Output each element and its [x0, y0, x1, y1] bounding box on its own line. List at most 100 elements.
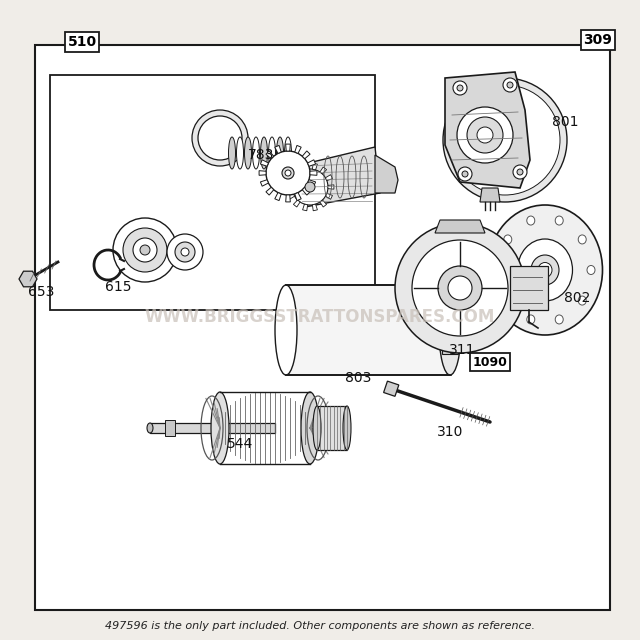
- Circle shape: [517, 169, 523, 175]
- Bar: [286, 285, 451, 375]
- Polygon shape: [308, 160, 316, 166]
- Ellipse shape: [556, 315, 563, 324]
- Ellipse shape: [269, 137, 275, 169]
- Text: 803: 803: [345, 371, 371, 385]
- Text: 311: 311: [449, 343, 476, 357]
- Polygon shape: [300, 147, 380, 207]
- Polygon shape: [308, 180, 316, 186]
- Polygon shape: [285, 144, 291, 151]
- Ellipse shape: [587, 266, 595, 275]
- Polygon shape: [375, 155, 398, 193]
- Polygon shape: [435, 220, 485, 233]
- Text: 615: 615: [105, 280, 131, 294]
- Ellipse shape: [275, 285, 297, 375]
- Ellipse shape: [237, 137, 243, 169]
- Polygon shape: [275, 145, 281, 154]
- Polygon shape: [260, 180, 268, 186]
- Circle shape: [167, 234, 203, 270]
- Circle shape: [292, 169, 328, 205]
- Circle shape: [123, 228, 167, 272]
- Circle shape: [305, 182, 315, 192]
- Polygon shape: [259, 171, 266, 175]
- Polygon shape: [326, 193, 332, 199]
- Text: 1090: 1090: [472, 355, 508, 369]
- Ellipse shape: [276, 137, 284, 169]
- Text: 783: 783: [248, 148, 275, 162]
- Circle shape: [448, 276, 472, 300]
- Circle shape: [133, 238, 157, 262]
- Polygon shape: [293, 200, 300, 207]
- Polygon shape: [320, 167, 326, 174]
- Ellipse shape: [504, 235, 512, 244]
- Circle shape: [477, 127, 493, 143]
- Circle shape: [457, 107, 513, 163]
- Circle shape: [282, 167, 294, 179]
- Ellipse shape: [578, 296, 586, 305]
- Text: 309: 309: [584, 33, 612, 47]
- Bar: [317, 406, 347, 450]
- Circle shape: [438, 266, 482, 310]
- Text: 497596 is the only part included. Other components are shown as reference.: 497596 is the only part included. Other …: [105, 621, 535, 631]
- Polygon shape: [266, 188, 274, 195]
- Circle shape: [412, 240, 508, 336]
- Text: WWW.BRIGGSSTRATTONSPARES.COM: WWW.BRIGGSSTRATTONSPARES.COM: [145, 308, 495, 326]
- Polygon shape: [310, 171, 317, 175]
- Polygon shape: [275, 193, 281, 200]
- Text: 801: 801: [552, 115, 579, 129]
- Circle shape: [513, 165, 527, 179]
- Polygon shape: [383, 381, 399, 396]
- Ellipse shape: [488, 205, 602, 335]
- Ellipse shape: [313, 406, 321, 450]
- Circle shape: [192, 110, 248, 166]
- Text: 544: 544: [227, 437, 253, 451]
- Circle shape: [140, 245, 150, 255]
- Polygon shape: [326, 175, 332, 180]
- Polygon shape: [303, 204, 308, 211]
- Text: 802: 802: [564, 291, 590, 305]
- Ellipse shape: [527, 216, 535, 225]
- Text: 653: 653: [28, 285, 54, 299]
- Polygon shape: [260, 160, 268, 166]
- Ellipse shape: [495, 266, 503, 275]
- Circle shape: [458, 167, 472, 181]
- Text: 310: 310: [437, 425, 463, 439]
- Bar: [50, 75, 375, 310]
- Circle shape: [175, 242, 195, 262]
- Circle shape: [113, 218, 177, 282]
- Ellipse shape: [578, 235, 586, 244]
- Ellipse shape: [538, 262, 552, 278]
- Ellipse shape: [147, 423, 153, 433]
- Ellipse shape: [253, 137, 259, 169]
- Ellipse shape: [439, 285, 461, 375]
- Circle shape: [507, 82, 513, 88]
- Ellipse shape: [343, 406, 351, 450]
- Ellipse shape: [556, 216, 563, 225]
- Circle shape: [467, 117, 503, 153]
- Bar: [510, 266, 548, 310]
- Ellipse shape: [285, 137, 291, 169]
- Bar: [165, 420, 175, 436]
- Bar: [150, 423, 275, 433]
- Ellipse shape: [260, 137, 268, 169]
- Circle shape: [181, 248, 189, 256]
- Polygon shape: [295, 193, 301, 200]
- Circle shape: [285, 170, 291, 176]
- Polygon shape: [445, 72, 530, 188]
- Polygon shape: [287, 193, 294, 199]
- Circle shape: [453, 81, 467, 95]
- Polygon shape: [293, 167, 300, 174]
- Polygon shape: [287, 175, 294, 180]
- Circle shape: [266, 151, 310, 195]
- Polygon shape: [312, 163, 317, 170]
- Circle shape: [462, 171, 468, 177]
- Polygon shape: [302, 188, 310, 195]
- Ellipse shape: [244, 137, 252, 169]
- Polygon shape: [266, 151, 274, 159]
- Circle shape: [395, 223, 525, 353]
- Polygon shape: [286, 185, 292, 189]
- Ellipse shape: [228, 137, 236, 169]
- Circle shape: [457, 85, 463, 91]
- Text: 510: 510: [67, 35, 97, 49]
- Ellipse shape: [504, 296, 512, 305]
- Bar: [442, 305, 458, 354]
